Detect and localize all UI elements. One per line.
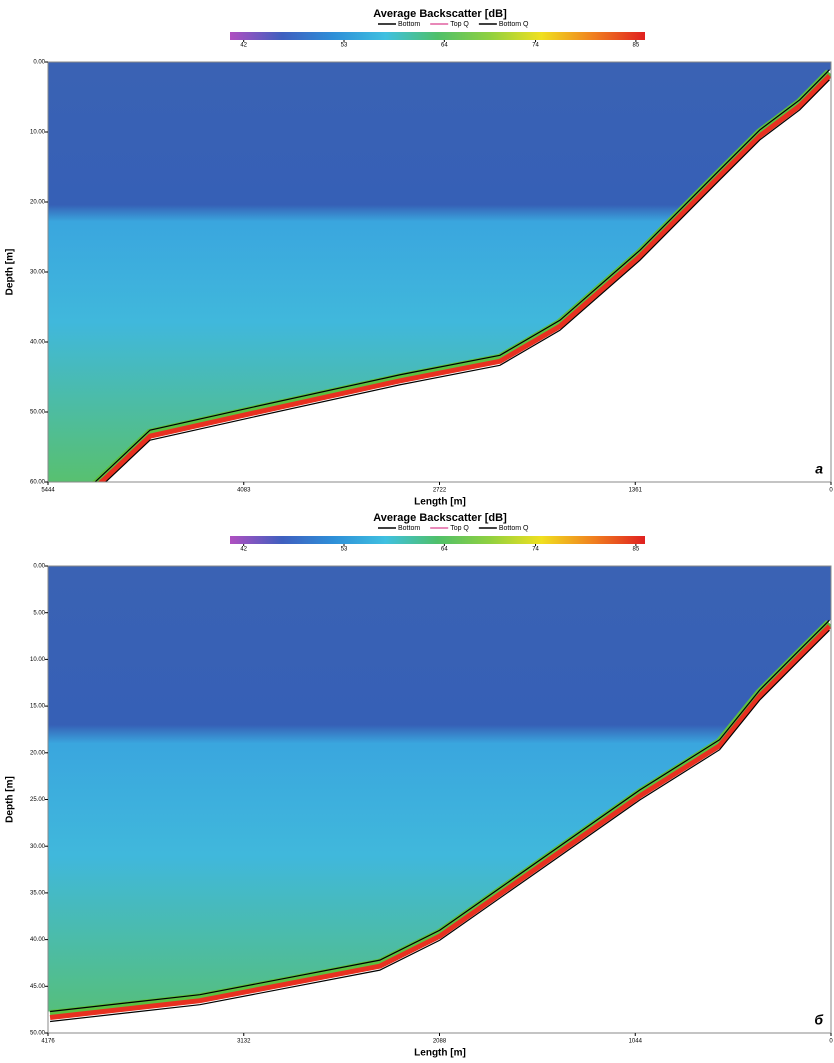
y-tick-label: 10.00 bbox=[30, 130, 46, 136]
panel-label: б bbox=[814, 1012, 823, 1028]
x-tick-label: 2088 bbox=[433, 1039, 447, 1045]
colorbar bbox=[230, 32, 645, 40]
y-axis-label: Depth [m] bbox=[5, 249, 16, 296]
plot-area bbox=[48, 62, 831, 482]
x-tick-label: 2722 bbox=[433, 488, 447, 494]
legend-label: Bottom bbox=[398, 525, 420, 532]
y-tick-label: 0.00 bbox=[33, 564, 45, 570]
chart-title: Average Backscatter [dB] bbox=[373, 8, 507, 20]
colorbar-tick-label: 42 bbox=[240, 43, 247, 49]
colorbar-tick-label: 42 bbox=[240, 547, 247, 553]
y-tick-label: 45.00 bbox=[30, 984, 46, 990]
legend-label: Top Q bbox=[450, 21, 469, 28]
y-tick-label: 5.00 bbox=[33, 610, 45, 616]
legend-label: Bottom Q bbox=[499, 525, 529, 532]
y-tick-label: 0.00 bbox=[33, 60, 45, 66]
y-tick-label: 40.00 bbox=[30, 937, 46, 943]
bottom-line bbox=[94, 69, 830, 482]
x-tick-label: 4083 bbox=[237, 488, 251, 494]
x-tick-label: 1361 bbox=[629, 488, 643, 494]
y-tick-label: 35.00 bbox=[30, 890, 46, 896]
legend-label: Top Q bbox=[450, 525, 469, 532]
colorbar-tick-label: 53 bbox=[341, 547, 348, 553]
y-tick-label: 30.00 bbox=[30, 844, 46, 850]
bottom-echo-red bbox=[49, 624, 831, 1021]
x-tick-label: 1044 bbox=[629, 1039, 643, 1045]
y-tick-label: 30.00 bbox=[30, 270, 46, 276]
y-tick-label: 10.00 bbox=[30, 657, 46, 663]
colorbar-tick-label: 74 bbox=[532, 547, 539, 553]
y-tick-label: 40.00 bbox=[30, 340, 46, 346]
bottom-q-line bbox=[49, 629, 830, 1023]
x-tick-label: 5444 bbox=[41, 488, 55, 494]
y-tick-label: 50.00 bbox=[30, 410, 46, 416]
bottom-line bbox=[49, 619, 830, 1013]
water-column bbox=[48, 62, 831, 482]
y-tick-label: 25.00 bbox=[30, 797, 46, 803]
plot-area bbox=[48, 566, 831, 1033]
panel-label: a bbox=[815, 461, 823, 477]
water-column bbox=[48, 566, 831, 1033]
chart-title: Average Backscatter [dB] bbox=[373, 512, 507, 524]
x-tick-label: 4176 bbox=[41, 1039, 55, 1045]
bottom-echo-red bbox=[97, 73, 831, 482]
legend-label: Bottom bbox=[398, 21, 420, 28]
colorbar-tick-label: 64 bbox=[441, 547, 448, 553]
colorbar-tick-label: 64 bbox=[441, 43, 448, 49]
y-tick-label: 15.00 bbox=[30, 704, 46, 710]
colorbar-tick-label: 74 bbox=[532, 43, 539, 49]
x-tick-label: 0 bbox=[829, 1039, 833, 1045]
bottom-q-line bbox=[104, 79, 830, 482]
y-tick-label: 20.00 bbox=[30, 750, 46, 756]
y-axis-label: Depth [m] bbox=[5, 776, 16, 823]
x-tick-label: 0 bbox=[829, 488, 833, 494]
y-tick-label: 20.00 bbox=[30, 200, 46, 206]
colorbar bbox=[230, 536, 645, 544]
x-axis-label: Length [m] bbox=[414, 1048, 466, 1059]
colorbar-tick-label: 53 bbox=[341, 43, 348, 49]
colorbar-tick-label: 85 bbox=[633, 547, 640, 553]
y-tick-label: 50.00 bbox=[30, 1031, 46, 1037]
legend-label: Bottom Q bbox=[499, 21, 529, 28]
x-axis-label: Length [m] bbox=[414, 497, 466, 508]
y-tick-label: 60.00 bbox=[30, 480, 46, 486]
colorbar-tick-label: 85 bbox=[633, 43, 640, 49]
x-tick-label: 3132 bbox=[237, 1039, 251, 1045]
